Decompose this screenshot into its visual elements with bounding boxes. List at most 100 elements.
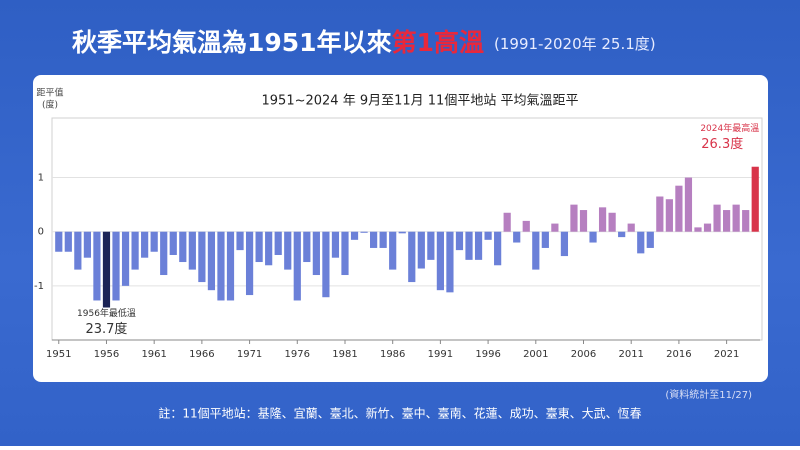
bar — [408, 231, 416, 283]
bar — [732, 204, 740, 232]
bar — [579, 210, 588, 232]
bar — [589, 231, 597, 243]
bar — [532, 231, 540, 270]
bar — [160, 231, 168, 276]
bar — [379, 231, 387, 248]
bar — [102, 231, 111, 308]
x-tick-label: 1976 — [285, 349, 310, 360]
bar — [112, 231, 120, 301]
bar — [121, 231, 130, 286]
bar — [665, 199, 673, 232]
bar — [141, 231, 149, 258]
bar — [684, 177, 693, 232]
y-tick-label: 1 — [38, 173, 44, 184]
bar — [742, 210, 750, 232]
bar — [465, 231, 473, 260]
x-tick-label: 1956 — [94, 349, 119, 360]
bar — [93, 231, 101, 301]
annotation-label: 1956年最低溫 — [77, 307, 136, 319]
chart-title: 1951~2024 年 9月至11月 11個平地站 平均氣溫距平 — [262, 94, 579, 109]
bar — [150, 231, 158, 252]
bar — [560, 231, 569, 257]
bar — [188, 231, 196, 270]
title-main: 秋季平均氣溫為1951年以來 — [72, 28, 392, 57]
bar — [608, 212, 616, 232]
bar — [198, 231, 206, 283]
bar — [694, 227, 702, 232]
bar — [179, 231, 187, 263]
bar — [513, 231, 521, 243]
bar — [331, 231, 340, 258]
bar — [55, 231, 63, 252]
bar — [436, 231, 444, 291]
bar — [618, 231, 626, 238]
y-axis-unit: (度) — [42, 99, 58, 111]
bar — [284, 231, 292, 270]
bar — [646, 231, 654, 248]
annotation-value: 23.7度 — [85, 321, 127, 337]
x-tick-label: 1951 — [46, 349, 71, 360]
x-tick-label: 1961 — [141, 349, 166, 360]
bar — [389, 231, 397, 270]
bar — [637, 231, 645, 254]
bar — [131, 231, 139, 270]
slide-title: 秋季平均氣溫為1951年以來第1高溫 (1991-2020年 25.1度) — [72, 28, 656, 57]
x-tick-label: 1986 — [380, 349, 405, 360]
bar — [474, 231, 483, 260]
bar — [570, 204, 578, 232]
x-tick-label: 1966 — [189, 349, 214, 360]
bar — [522, 220, 530, 232]
bar — [751, 166, 759, 232]
bar — [417, 231, 425, 269]
bar — [627, 223, 635, 232]
bar — [274, 231, 282, 255]
bar — [598, 207, 607, 232]
x-tick-label: 1996 — [475, 349, 500, 360]
bar — [503, 212, 511, 232]
bar — [293, 231, 301, 301]
footnote: 註：11個平地站：基隆、宜蘭、臺北、新竹、臺中、臺南、花蓮、成功、臺東、大武、恆… — [158, 406, 641, 421]
x-tick-label: 2021 — [714, 349, 739, 360]
bar — [370, 231, 378, 248]
y-axis-label: 距平值 — [36, 87, 63, 99]
x-tick-label: 2016 — [666, 349, 691, 360]
annotation-label: 2024年最高溫 — [700, 122, 759, 134]
panel — [33, 75, 768, 382]
x-tick-label: 1991 — [428, 349, 453, 360]
x-tick-label: 2011 — [618, 349, 643, 360]
bar — [236, 231, 244, 251]
bar — [427, 231, 435, 260]
y-tick-label: -1 — [34, 281, 44, 292]
bar — [350, 231, 359, 240]
title-highlight: 第1高溫 — [392, 28, 484, 57]
bar — [245, 231, 254, 296]
bar — [255, 231, 263, 263]
x-tick-label: 2006 — [571, 349, 596, 360]
bar — [312, 231, 320, 276]
bar — [713, 204, 721, 232]
bar — [446, 231, 454, 293]
bar — [360, 231, 368, 233]
bar — [398, 231, 406, 234]
x-tick-label: 2001 — [523, 349, 548, 360]
bar — [341, 231, 349, 276]
x-tick-label: 1971 — [237, 349, 262, 360]
bar — [226, 231, 235, 301]
bar — [494, 231, 502, 266]
x-tick-label: 1981 — [332, 349, 357, 360]
source-note: (資料統計至11/27) — [665, 388, 752, 401]
bar — [551, 223, 559, 232]
bar — [64, 231, 72, 252]
bar — [455, 231, 464, 251]
subtitle: (1991-2020年 25.1度) — [494, 35, 656, 53]
bar — [484, 231, 492, 240]
bar — [322, 231, 330, 298]
bar — [169, 231, 177, 255]
bar — [207, 231, 216, 291]
bar — [541, 231, 549, 248]
bar — [675, 185, 683, 232]
bar — [217, 231, 225, 301]
bar — [703, 223, 712, 232]
